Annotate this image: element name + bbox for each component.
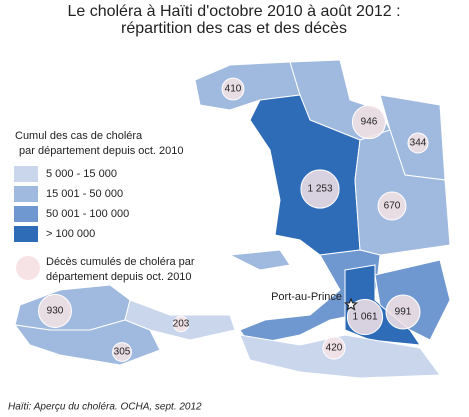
- legend-text: Décès cumulés de choléra par: [46, 256, 195, 268]
- death-label: 203: [173, 319, 190, 330]
- legend-label: > 100 000: [46, 228, 95, 240]
- death-bubble: [172, 315, 190, 333]
- title: répartition des cas et des décès: [121, 20, 347, 37]
- death-label: 305: [114, 347, 131, 358]
- death-bubble: [351, 104, 387, 140]
- death-label: 420: [326, 343, 343, 354]
- death-label: 930: [47, 306, 64, 317]
- death-bubble: [385, 294, 421, 330]
- department: [354, 129, 451, 256]
- title: Le choléra à Haïti d'octobre 2010 à août…: [67, 3, 400, 20]
- legend-title: par département depuis oct. 2010: [19, 145, 184, 157]
- death-bubble: [377, 191, 407, 221]
- death-bubble: [112, 342, 132, 362]
- legend-swatch: [14, 206, 38, 222]
- death-label: 670: [384, 201, 401, 212]
- death-label: 344: [410, 138, 427, 149]
- legend-label: 50 001 - 100 000: [46, 208, 129, 220]
- legend-text: département depuis oct. 2010: [46, 271, 192, 283]
- death-bubble: [38, 294, 72, 328]
- legend-label: 15 001 - 50 000: [46, 188, 123, 200]
- death-bubble: [322, 336, 346, 360]
- legend-title: Cumul des cas de choléra: [15, 130, 143, 142]
- legend-swatch: [14, 226, 38, 242]
- death-bubble: [300, 169, 340, 209]
- death-label: 991: [395, 307, 412, 318]
- death-label: 1 061: [352, 312, 377, 323]
- capital-star: [343, 297, 359, 311]
- legend-label: 5 000 - 15 000: [46, 168, 117, 180]
- death-bubble: [407, 132, 429, 154]
- legend-swatch: [14, 186, 38, 202]
- death-bubbles: 410 946 344 1 253 670 930 203 305 1 061 991 420: [38, 77, 429, 362]
- legend-bubble: [16, 256, 40, 280]
- legend-swatch: [14, 166, 38, 182]
- death-label: 946: [361, 117, 378, 128]
- death-label: 410: [225, 84, 242, 95]
- death-bubble: [346, 298, 384, 336]
- department: [228, 249, 291, 271]
- cases-legend: 5 000 - 15 000 15 001 - 50 000 50 001 - 10…: [14, 166, 129, 242]
- city-label: Port-au-Prince: [271, 291, 342, 303]
- source: Haïti: Aperçu du choléra. OCHA, sept. 20…: [8, 402, 202, 413]
- death-bubble: [221, 77, 245, 101]
- death-label: 1 253: [307, 184, 332, 195]
